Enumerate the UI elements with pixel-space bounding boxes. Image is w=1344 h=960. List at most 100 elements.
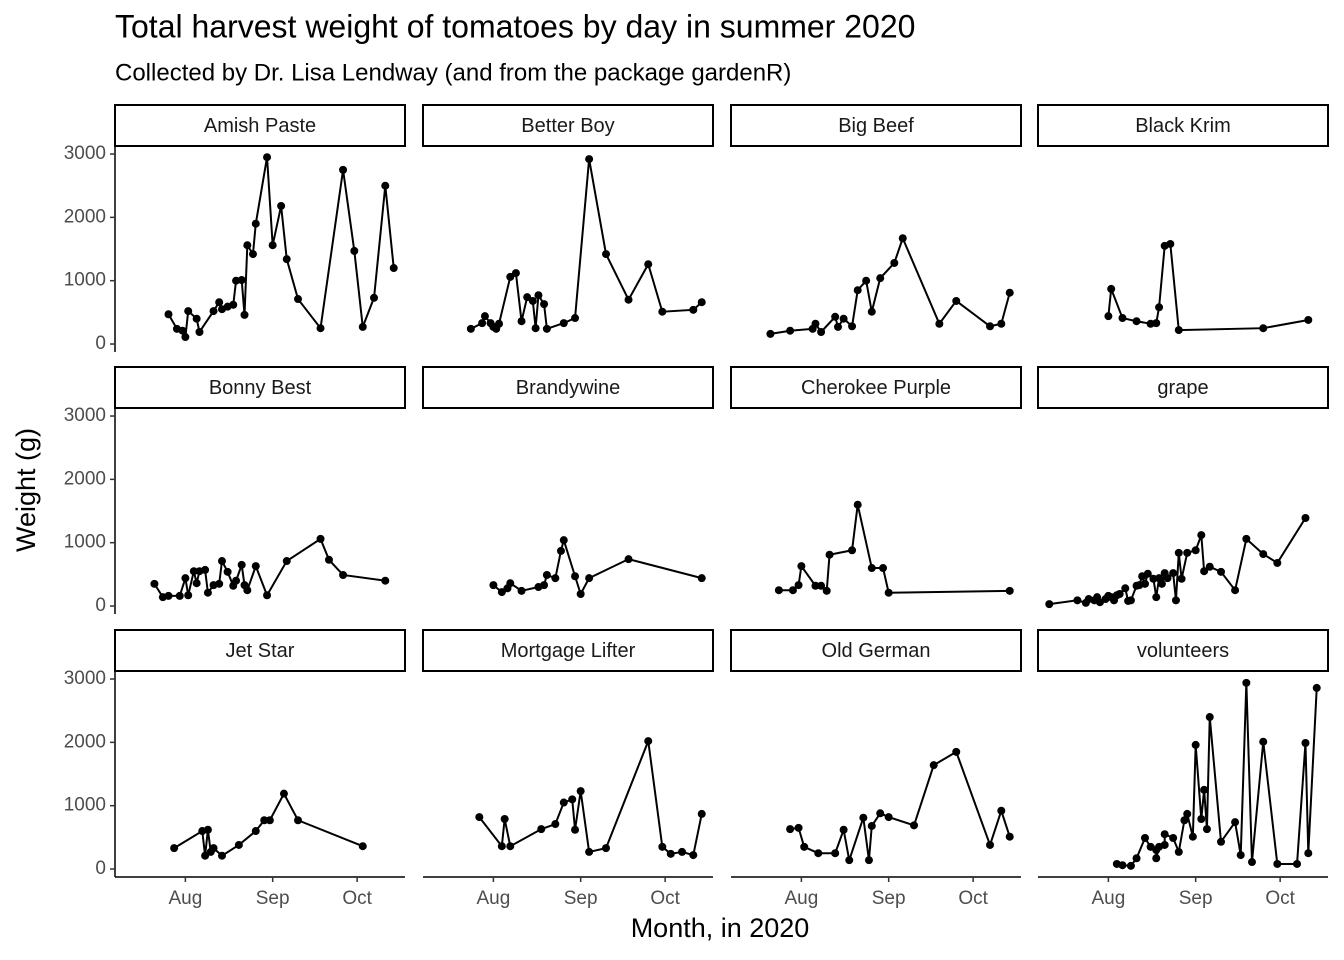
point: [822, 586, 831, 595]
point: [1205, 713, 1214, 722]
point: [537, 825, 546, 834]
point: [263, 153, 272, 162]
point: [282, 557, 291, 566]
point: [800, 842, 809, 851]
point: [1166, 239, 1175, 248]
point: [1259, 324, 1268, 333]
point: [929, 761, 938, 770]
x-tick-label: Sep: [872, 888, 906, 909]
point: [859, 813, 868, 822]
point: [251, 827, 260, 836]
point: [867, 564, 876, 573]
y-tick-label: 3000: [64, 405, 106, 426]
point: [884, 588, 893, 597]
point: [1126, 596, 1135, 605]
y-tick-label: 1000: [64, 795, 106, 816]
point: [624, 295, 633, 304]
x-tick-label: Aug: [1091, 888, 1125, 909]
point: [658, 842, 667, 851]
point: [839, 314, 848, 323]
point: [1160, 840, 1169, 849]
point: [178, 326, 187, 335]
point: [277, 201, 286, 210]
point: [952, 296, 961, 305]
chart-title: Total harvest weight of tomatoes by day …: [115, 8, 915, 44]
point: [559, 536, 568, 545]
point: [1202, 825, 1211, 834]
line: [770, 235, 1011, 335]
point: [1301, 738, 1310, 747]
y-tick-label: 2000: [64, 206, 106, 227]
point: [1183, 548, 1192, 557]
point: [339, 570, 348, 579]
point: [1115, 589, 1124, 598]
point: [260, 816, 269, 825]
strip-label: grape: [1157, 377, 1208, 399]
point: [339, 165, 348, 174]
strip: [730, 366, 1022, 409]
point: [1191, 546, 1200, 555]
point: [1005, 586, 1014, 595]
point: [248, 250, 257, 259]
point: [551, 820, 560, 829]
point: [316, 324, 325, 333]
line: [1107, 242, 1309, 332]
line: [173, 791, 364, 857]
strip-label: Cherokee Purple: [801, 377, 951, 399]
chart-subtitle: Collected by Dr. Lisa Lendway (and from …: [115, 59, 791, 86]
point: [201, 565, 210, 574]
point: [195, 327, 204, 336]
point: [175, 591, 184, 600]
point: [506, 579, 515, 588]
point: [523, 293, 532, 302]
point: [358, 842, 367, 851]
point: [571, 825, 580, 834]
point: [1304, 315, 1313, 324]
point: [500, 814, 509, 823]
point: [658, 307, 667, 316]
point: [189, 567, 198, 576]
point: [1045, 600, 1054, 609]
point: [243, 586, 252, 595]
point: [1259, 737, 1268, 746]
point: [1174, 847, 1183, 856]
point: [517, 586, 526, 595]
strip-label: Better Boy: [521, 115, 614, 137]
y-tick-label: 3000: [64, 143, 106, 164]
point: [370, 293, 379, 302]
point: [542, 324, 551, 333]
point: [825, 550, 834, 559]
point: [876, 274, 885, 283]
point: [585, 574, 594, 583]
strip: [422, 104, 714, 147]
point: [571, 572, 580, 581]
point: [986, 322, 995, 331]
strip: [1037, 629, 1329, 672]
point: [576, 787, 585, 796]
point: [381, 181, 390, 190]
strip: [1037, 104, 1329, 147]
line: [778, 504, 1010, 594]
point: [540, 300, 549, 309]
point: [240, 310, 249, 319]
point: [1231, 586, 1240, 595]
point: [786, 825, 795, 834]
point: [817, 327, 826, 336]
point: [848, 546, 857, 555]
point: [1180, 816, 1189, 825]
y-tick-label: 0: [95, 858, 106, 879]
point: [1005, 832, 1014, 841]
point: [389, 264, 398, 273]
point: [164, 591, 173, 600]
point: [1236, 851, 1245, 860]
point: [243, 241, 252, 250]
point: [215, 579, 224, 588]
point: [697, 298, 706, 307]
line: [1049, 517, 1307, 606]
point: [540, 581, 549, 590]
point: [201, 851, 210, 860]
strip-label: Old German: [822, 640, 931, 662]
point: [234, 840, 243, 849]
point: [697, 574, 706, 583]
point: [534, 291, 543, 300]
